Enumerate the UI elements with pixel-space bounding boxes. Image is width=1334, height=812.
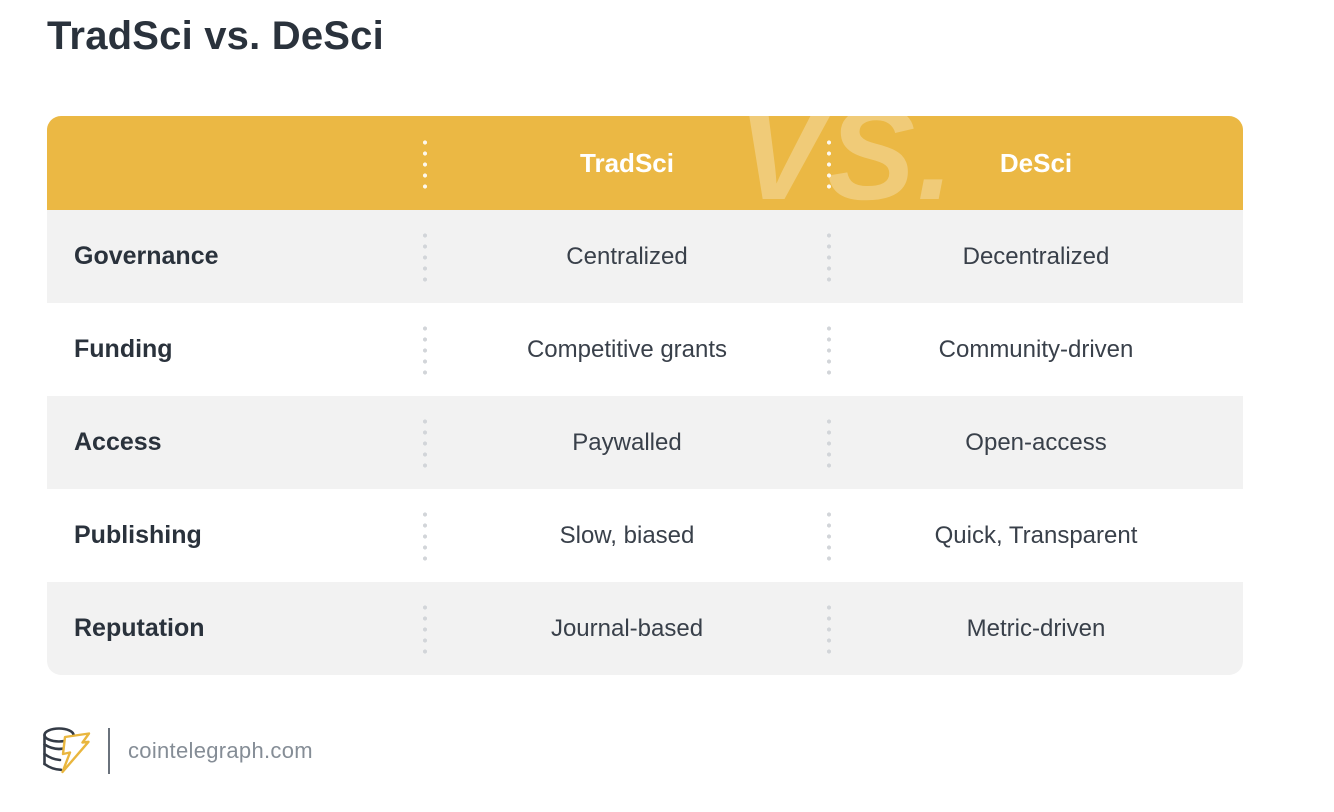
tradsci-cell: Slow, biased — [559, 521, 695, 549]
row-dotted-divider-2 — [827, 509, 831, 565]
row-dotted-divider-1 — [423, 323, 427, 379]
tradsci-cell: Paywalled — [572, 428, 682, 456]
footer-divider — [108, 728, 110, 774]
header-dotted-divider-2 — [827, 137, 831, 193]
row-label: Publishing — [74, 521, 202, 549]
column-header-tradsci: TradSci — [580, 147, 674, 178]
header-dotted-divider-1 — [423, 137, 427, 193]
table-row-access: Access Paywalled Open-access — [47, 396, 1243, 489]
row-dotted-divider-1 — [423, 509, 427, 565]
footer-branding: cointelegraph.com — [40, 724, 313, 778]
row-dotted-divider-1 — [423, 230, 427, 286]
tradsci-cell: Competitive grants — [526, 335, 728, 363]
desci-cell: Quick, Transparent — [934, 521, 1138, 549]
tradsci-cell: Journal-based — [550, 614, 704, 642]
row-label: Governance — [74, 242, 219, 270]
table-row-reputation: Reputation Journal-based Metric-driven — [47, 582, 1243, 675]
desci-cell: Community-driven — [938, 335, 1134, 363]
table-row-publishing: Publishing Slow, biased Quick, Transpare… — [47, 489, 1243, 582]
row-dotted-divider-2 — [827, 230, 831, 286]
tradsci-cell: Centralized — [566, 242, 688, 270]
row-label: Funding — [74, 335, 173, 363]
table-row-funding: Funding Competitive grants Community-dri… — [47, 303, 1243, 396]
column-header-desci: DeSci — [999, 147, 1073, 178]
table-row-governance: Governance Centralized Decentralized — [47, 210, 1243, 303]
row-label: Access — [74, 428, 162, 456]
comparison-table: VS. TradSci DeSci Governance Centralized… — [47, 116, 1243, 675]
desci-cell: Metric-driven — [966, 614, 1106, 642]
desci-cell: Decentralized — [962, 242, 1110, 270]
page-title: TradSci vs. DeSci — [47, 14, 384, 58]
row-dotted-divider-1 — [423, 602, 427, 658]
footer-site-text: cointelegraph.com — [128, 738, 313, 763]
row-label: Reputation — [74, 614, 205, 642]
row-dotted-divider-2 — [827, 602, 831, 658]
desci-cell: Open-access — [965, 428, 1107, 456]
row-dotted-divider-2 — [827, 323, 831, 379]
row-dotted-divider-2 — [827, 416, 831, 472]
row-dotted-divider-1 — [423, 416, 427, 472]
cointelegraph-coin-bolt-icon — [43, 727, 91, 774]
table-header-row: VS. TradSci DeSci — [47, 116, 1243, 210]
